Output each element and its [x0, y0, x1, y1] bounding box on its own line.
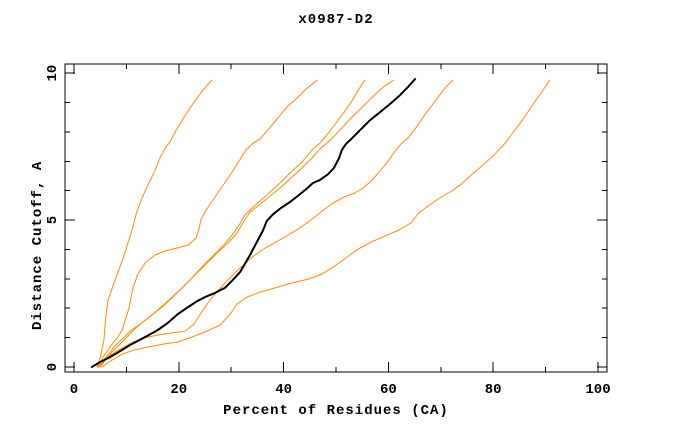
chart-title: x0987-D2: [298, 12, 374, 28]
y-tick-label: 10: [45, 65, 61, 82]
x-tick-label: 40: [275, 382, 292, 398]
series-orange-3: [98, 79, 366, 368]
series-black-highlight: [90, 78, 417, 368]
y-axis-label: Distance Cutoff, A: [30, 160, 46, 330]
x-tick-label: 100: [585, 382, 610, 398]
x-tick-label: 0: [70, 382, 78, 398]
axis-ticks: [65, 64, 607, 372]
plot-border: [64, 63, 608, 373]
y-tick-label: 0: [45, 363, 61, 371]
x-tick-label: 80: [485, 382, 502, 398]
x-tick-label: 20: [170, 382, 187, 398]
series-orange-1: [96, 79, 213, 368]
series-orange-2: [97, 79, 318, 368]
x-tick-label: 60: [380, 382, 397, 398]
series-orange-6: [101, 79, 551, 368]
series-orange-4: [99, 79, 394, 368]
y-tick-label: 5: [45, 216, 61, 224]
x-axis-label: Percent of Residues (CA): [223, 403, 449, 419]
series-orange-5: [99, 79, 454, 367]
